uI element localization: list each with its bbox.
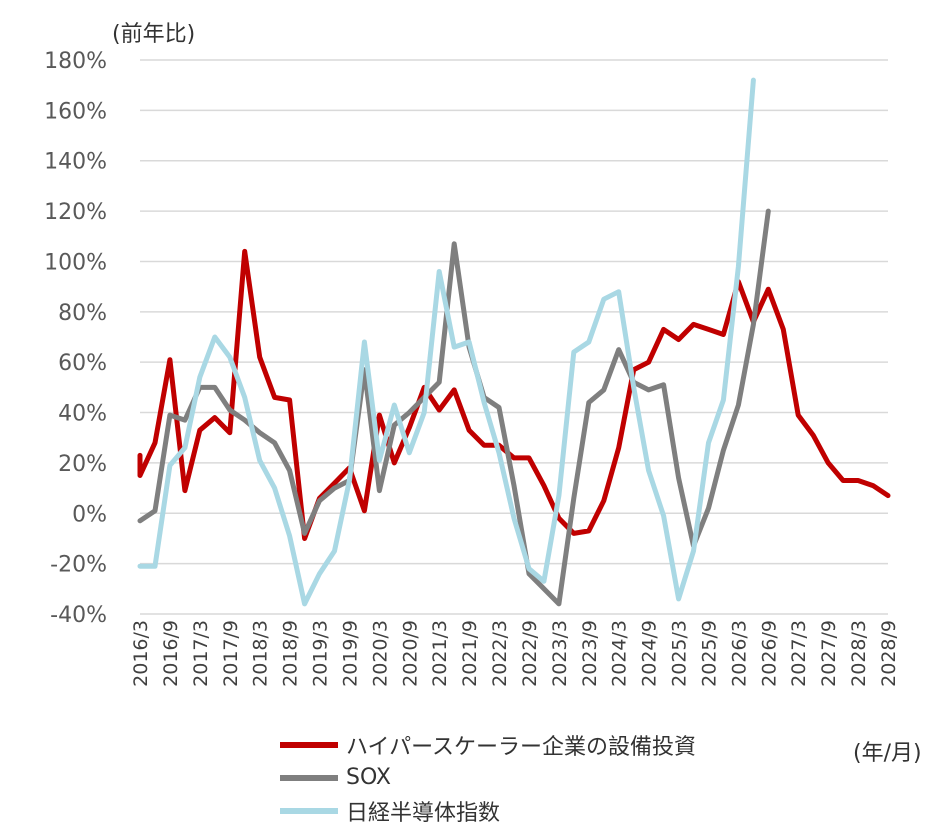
y-tick-label: -20%	[50, 553, 107, 578]
x-tick-label: 2017/9	[220, 620, 242, 687]
y-tick-labels: -40% -20% 0% 20% 40% 60% 80% 100% 120% 140% 160% 18…	[44, 49, 107, 628]
x-tick-label: 2019/9	[339, 620, 361, 687]
y-tick-label: 180%	[44, 49, 107, 74]
x-tick-label: 2028/3	[848, 620, 870, 687]
y-tick-label: 120%	[44, 200, 107, 225]
y-tick-label: 160%	[44, 99, 107, 124]
x-tick-label: 2023/3	[549, 620, 571, 687]
x-tick-label: 2021/3	[429, 620, 451, 687]
legend-item-capex: ハイパースケーラー企業の設備投資	[280, 728, 696, 761]
x-tick-label: 2027/3	[788, 620, 810, 687]
x-tick-label: 2026/9	[758, 620, 780, 687]
x-tick-label: 2020/3	[369, 620, 391, 687]
x-axis-unit-label: (年/月)	[853, 741, 922, 766]
legend: ハイパースケーラー企業の設備投資 SOX 日経半導体指数	[280, 728, 696, 827]
x-tick-label: 2027/9	[818, 620, 840, 687]
x-tick-label: 2024/3	[609, 620, 631, 687]
x-tick-labels: 2016/3 2016/9 2017/3 2017/9 2018/3 2018/9 2019…	[130, 620, 900, 687]
x-tick-label: 2018/3	[250, 620, 272, 687]
legend-item-nikkei-semi: 日経半導体指数	[280, 794, 696, 827]
y-tick-label: 0%	[72, 502, 107, 527]
y-tick-label: 60%	[58, 351, 107, 376]
x-tick-label: 2023/9	[579, 620, 601, 687]
series-line-nikkei-semi	[137, 77, 756, 607]
y-tick-label: 20%	[58, 452, 107, 477]
y-tick-label: 100%	[44, 250, 107, 275]
gridlines	[140, 59, 888, 615]
y-tick-label: -40%	[50, 603, 107, 628]
legend-swatch-capex	[280, 741, 338, 748]
legend-label-capex: ハイパースケーラー企業の設備投資	[346, 734, 697, 760]
series-lines	[137, 77, 891, 607]
legend-item-sox: SOX	[280, 761, 696, 794]
x-tick-label: 2026/3	[728, 620, 750, 687]
legend-swatch-nikkei-semi	[280, 807, 338, 814]
x-tick-label: 2018/9	[280, 620, 302, 687]
series-line-sox	[137, 208, 771, 607]
y-tick-label: 140%	[44, 150, 107, 175]
x-tick-label: 2021/9	[459, 620, 481, 687]
legend-swatch-sox	[280, 774, 338, 781]
x-tick-label: 2016/9	[160, 620, 182, 687]
x-tick-label: 2017/3	[190, 620, 212, 687]
y-axis-unit-label: (前年比)	[112, 22, 196, 47]
x-tick-label: 2022/3	[489, 620, 511, 687]
x-tick-label: 2019/3	[310, 620, 332, 687]
legend-label-nikkei-semi: 日経半導体指数	[346, 800, 501, 826]
x-tick-label: 2025/3	[669, 620, 691, 687]
x-tick-label: 2025/9	[698, 620, 720, 687]
x-tick-label: 2020/9	[399, 620, 421, 687]
x-tick-label: 2024/9	[639, 620, 661, 687]
legend-label-sox: SOX	[346, 765, 391, 790]
y-tick-label: 80%	[58, 301, 107, 326]
y-tick-label: 40%	[58, 402, 107, 427]
x-tick-label: 2016/3	[130, 620, 152, 687]
x-tick-label: 2022/9	[519, 620, 541, 687]
x-tick-label: 2028/9	[878, 620, 900, 687]
